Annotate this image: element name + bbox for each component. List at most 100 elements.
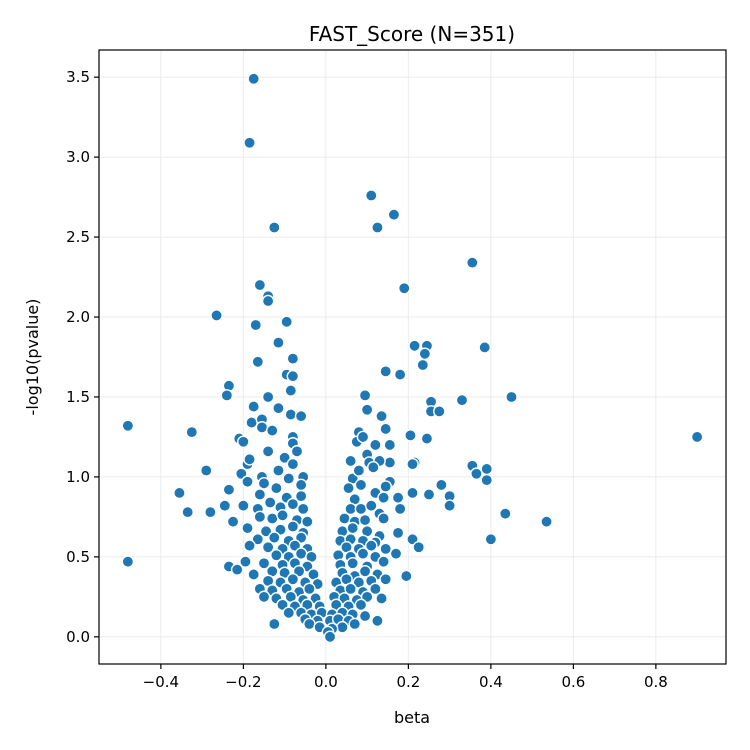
- data-point: [338, 512, 351, 525]
- data-point: [354, 598, 368, 612]
- grid: [99, 50, 726, 664]
- data-point: [282, 472, 296, 485]
- data-point: [282, 606, 296, 620]
- data-point: [173, 486, 186, 500]
- data-point: [470, 467, 483, 481]
- data-point: [356, 430, 370, 444]
- data-point: [358, 564, 372, 578]
- data-point: [375, 409, 388, 423]
- data-point: [371, 614, 384, 628]
- data-point: [383, 438, 397, 452]
- data-point: [379, 365, 392, 378]
- data-point: [268, 617, 281, 631]
- data-point: [290, 445, 304, 458]
- data-point: [278, 451, 291, 465]
- data-point: [484, 532, 498, 546]
- data-point: [286, 497, 300, 511]
- data-point: [280, 315, 293, 329]
- data-point: [346, 556, 359, 570]
- data-point: [358, 389, 372, 402]
- data-point: [121, 419, 135, 433]
- data-point: [383, 456, 397, 469]
- data-point: [358, 513, 372, 527]
- data-point: [259, 524, 273, 538]
- data-point: [369, 582, 382, 596]
- data-point: [369, 438, 382, 452]
- data-point: [379, 422, 392, 436]
- data-point: [466, 256, 479, 269]
- data-point: [284, 384, 298, 397]
- data-point: [286, 369, 300, 383]
- data-point: [245, 416, 258, 429]
- data-point: [237, 499, 250, 513]
- data-point: [296, 502, 310, 516]
- y-tick-label: 1.5: [66, 388, 90, 406]
- data-points: [121, 72, 704, 644]
- data-point: [406, 457, 419, 471]
- data-point: [412, 540, 425, 554]
- data-point: [301, 515, 314, 528]
- data-point: [478, 341, 491, 354]
- data-point: [408, 339, 421, 353]
- data-point: [690, 430, 704, 444]
- data-point: [210, 309, 223, 322]
- data-point: [255, 421, 269, 434]
- data-point: [393, 502, 407, 516]
- data-point: [375, 592, 388, 605]
- data-point: [387, 208, 401, 221]
- data-point: [443, 499, 456, 513]
- data-point: [455, 393, 469, 407]
- data-point: [379, 480, 392, 493]
- data-point: [261, 445, 275, 458]
- data-point: [294, 409, 308, 423]
- data-point: [253, 278, 267, 292]
- data-point: [247, 72, 260, 86]
- data-point: [257, 477, 271, 490]
- y-axis: 0.0 0.5 1.0 1.5 2.0 2.5 3.0 3.5: [66, 68, 99, 646]
- data-point: [243, 453, 256, 466]
- data-point: [367, 461, 380, 474]
- x-tick-label: −0.2: [225, 673, 261, 691]
- data-point: [364, 189, 378, 202]
- data-point: [404, 429, 417, 442]
- data-point: [323, 630, 337, 644]
- data-point: [241, 521, 254, 535]
- data-point: [344, 454, 357, 468]
- data-point: [272, 336, 285, 349]
- data-point: [336, 620, 349, 634]
- data-point: [435, 478, 448, 492]
- data-point: [377, 512, 390, 525]
- data-point: [199, 464, 213, 477]
- data-point: [251, 355, 265, 369]
- data-point: [286, 520, 300, 533]
- x-tick-label: 0.8: [644, 673, 668, 691]
- data-point: [286, 572, 300, 586]
- x-tick-label: 0.6: [561, 673, 585, 691]
- data-point: [377, 491, 390, 505]
- data-point: [185, 425, 199, 439]
- data-point: [505, 390, 518, 404]
- data-point: [270, 548, 283, 562]
- data-point: [354, 478, 368, 492]
- data-point: [286, 457, 300, 471]
- data-point: [268, 531, 281, 544]
- x-tick-label: −0.4: [143, 673, 179, 691]
- data-point: [270, 481, 283, 495]
- data-point: [253, 488, 267, 501]
- data-point: [379, 542, 392, 556]
- data-point: [406, 486, 419, 500]
- data-point: [433, 405, 446, 418]
- data-point: [480, 462, 494, 476]
- data-point: [348, 617, 362, 631]
- data-point: [249, 318, 263, 332]
- data-point: [261, 294, 275, 308]
- data-point: [400, 569, 413, 583]
- data-point: [303, 582, 316, 596]
- data-point: [251, 532, 265, 546]
- data-point: [239, 555, 252, 568]
- data-point: [204, 505, 217, 519]
- data-point: [121, 555, 135, 568]
- data-point: [247, 568, 260, 581]
- data-point: [354, 502, 368, 516]
